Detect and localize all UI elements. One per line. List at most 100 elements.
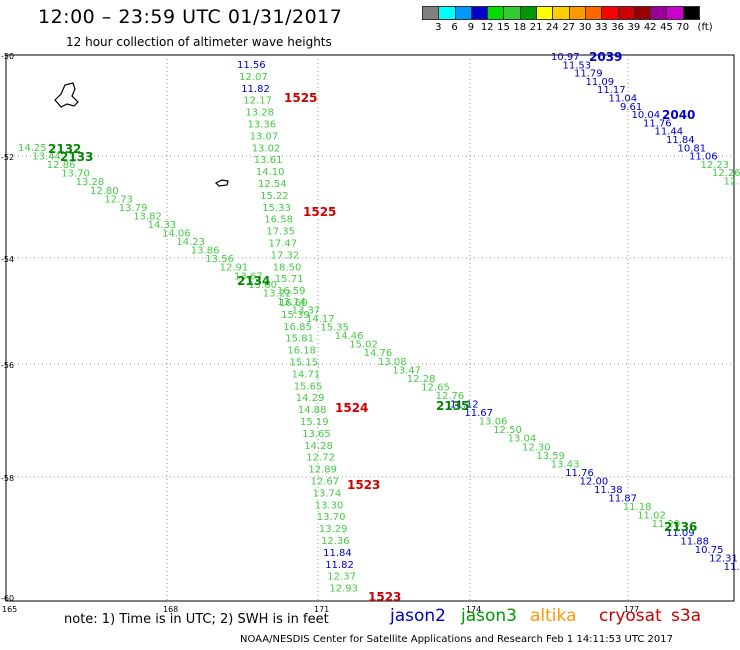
track-value-label: 14.46 xyxy=(335,331,364,342)
legend-label: 12 xyxy=(480,22,494,33)
legend-label: 18 xyxy=(513,22,527,33)
island-shape xyxy=(214,179,229,187)
track-value-label: 16.60 xyxy=(279,298,308,309)
track-value-label: 15.71 xyxy=(275,274,304,285)
track-value-label: 13.37 xyxy=(292,305,321,316)
lat-label: -50 xyxy=(1,52,14,61)
track-value-label: 13.47 xyxy=(392,365,421,376)
track-value-label: 11.09 xyxy=(586,77,615,88)
track-value-label: 14.88 xyxy=(298,405,327,416)
track-value-label: 12.37 xyxy=(327,572,356,583)
track-time-label: 1523 xyxy=(347,478,380,492)
track-value-label: 14.06 xyxy=(162,229,191,240)
track-value-label: 10.75 xyxy=(695,545,724,556)
track-value-label: 14.25 xyxy=(18,143,47,154)
legend-swatch xyxy=(682,6,701,20)
track-value-label: 11.44 xyxy=(655,127,684,138)
track-value-label: 12.28 xyxy=(407,374,436,385)
track-value-label: 12.67 xyxy=(311,477,340,488)
track-value-label: 11.09 xyxy=(666,528,695,539)
track-value-label: 11.38 xyxy=(594,485,623,496)
track-time-label: 1525 xyxy=(303,205,336,219)
track-value-label: 11.79 xyxy=(574,69,603,80)
legend-unit: (ft) xyxy=(697,22,713,33)
track-value-label: 14.71 xyxy=(292,369,321,380)
track-value-label: 11.12 xyxy=(450,400,479,411)
track-value-label: 12.70 xyxy=(724,177,740,188)
track-time-label: 2136 xyxy=(664,520,697,534)
track-value-label: 14.76 xyxy=(364,348,393,359)
track-value-label: 12.07 xyxy=(239,72,268,83)
track-time-label: 2134 xyxy=(237,274,270,288)
legend-label: 39 xyxy=(627,22,641,33)
track-value-label: 11.04 xyxy=(609,94,638,105)
track-value-label: 11. xyxy=(724,562,740,573)
track-value-label: 12.50 xyxy=(493,425,522,436)
track-value-label: 13.79 xyxy=(119,203,148,214)
track-value-label: 12.72 xyxy=(306,453,335,464)
satellite-name-altika: altika xyxy=(530,606,577,626)
lat-label: -58 xyxy=(1,474,14,483)
lon-label: 174 xyxy=(466,605,481,614)
color-legend xyxy=(422,6,701,20)
track-value-label: 13.82 xyxy=(133,211,162,222)
track-time-label: 2039 xyxy=(589,50,622,64)
track-value-label: 12.93 xyxy=(329,584,358,595)
track-value-label: 18.50 xyxy=(273,262,302,273)
track-time-label: 2040 xyxy=(662,108,695,122)
track-value-label: 16.18 xyxy=(287,346,316,357)
lat-label: -52 xyxy=(1,153,14,162)
track-value-label: 15.39 xyxy=(281,310,310,321)
track-value-label: 12.91 xyxy=(220,263,249,274)
track-value-label: 11.76 xyxy=(643,118,672,129)
page-subtitle: 12 hour collection of altimeter wave hei… xyxy=(66,35,332,49)
track-value-label: 14.33 xyxy=(148,220,177,231)
track-value-label: 13.08 xyxy=(378,357,407,368)
track-value-label: 13.06 xyxy=(479,417,508,428)
track-value-label: 13.44 xyxy=(32,152,61,163)
track-value-label: 13.02 xyxy=(252,143,281,154)
lat-label: -54 xyxy=(1,255,14,264)
track-value-label: 9.61 xyxy=(620,102,642,113)
track-value-label: 11.67 xyxy=(464,408,493,419)
track-value-label: 13.28 xyxy=(245,108,274,119)
track-value-label: 11.84 xyxy=(323,548,352,559)
track-value-label: 15.19 xyxy=(300,417,329,428)
track-value-label: 13.70 xyxy=(317,512,346,523)
track-value-label: 15.33 xyxy=(262,203,291,214)
track-value-label: 13.30 xyxy=(315,500,344,511)
track-value-label: 12.65 xyxy=(421,382,450,393)
track-value-label: 13.14 xyxy=(277,297,306,308)
legend-label: 15 xyxy=(497,22,510,33)
track-value-label: 15.81 xyxy=(285,334,314,345)
track-value-label: 11.82 xyxy=(325,560,354,571)
page-title: 12:00 – 23:59 UTC 01/31/2017 xyxy=(38,6,343,28)
track-value-label: 12.31 xyxy=(709,553,738,564)
track-value-label: 11.82 xyxy=(241,84,270,95)
track-value-label: 11.56 xyxy=(237,60,266,71)
lon-label: 168 xyxy=(163,605,178,614)
lat-label: -56 xyxy=(1,361,14,370)
satellite-name-cryosat: cryosat xyxy=(599,606,662,626)
track-value-label: 15.35 xyxy=(320,323,349,334)
track-value-label: 11.02 xyxy=(637,511,666,522)
track-value-label: 17.47 xyxy=(269,239,298,250)
island-shape xyxy=(54,82,79,108)
track-value-label: 11.20 xyxy=(652,519,681,530)
track-value-label: 16.85 xyxy=(283,322,312,333)
lon-label: 171 xyxy=(314,605,329,614)
track-value-label: 13.86 xyxy=(191,246,220,257)
track-value-label: 11.06 xyxy=(689,152,718,163)
track-value-label: 12.89 xyxy=(308,465,337,476)
track-value-label: 12.00 xyxy=(580,476,609,487)
satellite-name-s3a: s3a xyxy=(671,606,702,626)
track-value-label: 12.76 xyxy=(436,391,465,402)
legend-label: 21 xyxy=(529,22,543,33)
track-time-label: 1525 xyxy=(284,91,317,105)
credit-line: NOAA/NESDIS Center for Satellite Applica… xyxy=(240,634,673,645)
track-value-label: 11.87 xyxy=(608,494,637,505)
track-value-label: 12.36 xyxy=(321,536,350,547)
track-time-label: 2135 xyxy=(436,399,469,413)
